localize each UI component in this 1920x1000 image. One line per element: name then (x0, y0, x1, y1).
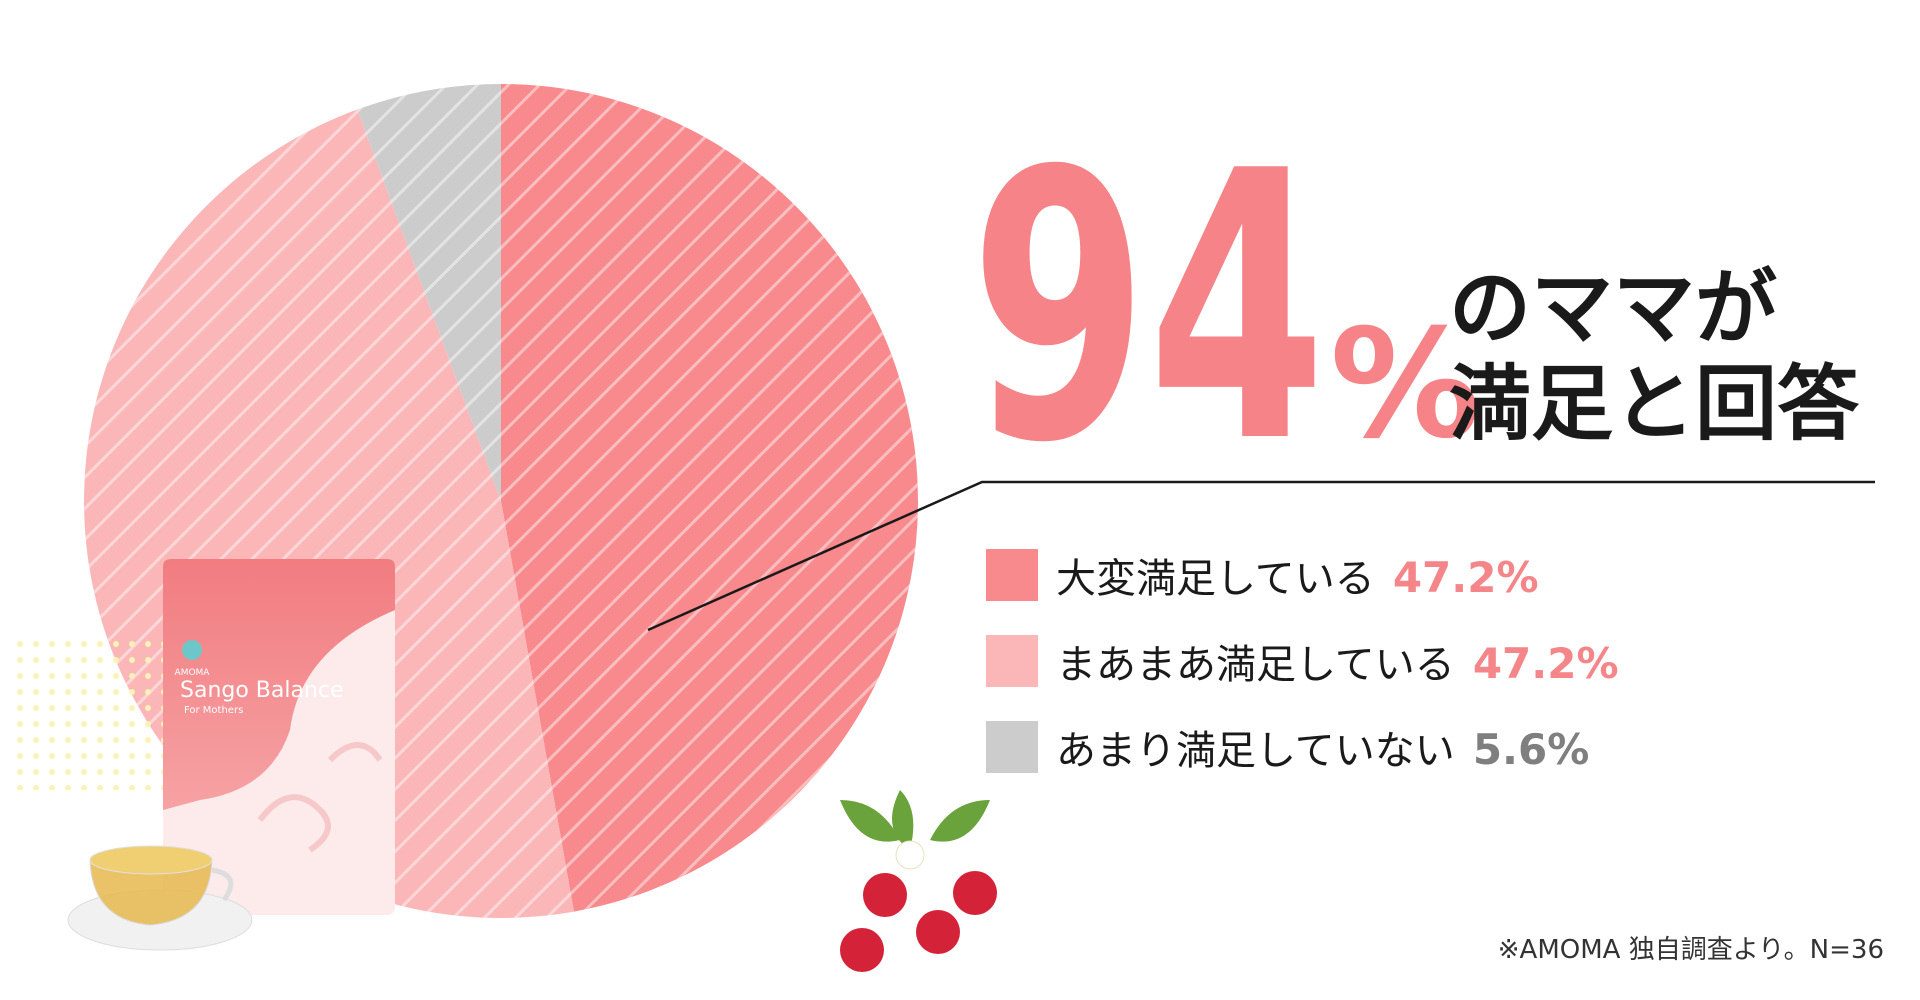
legend-swatch (986, 721, 1038, 773)
teacup (67, 845, 253, 951)
legend-label: あまり満足していない (1056, 728, 1455, 774)
callout-line (647, 480, 1875, 632)
headline-unit: % (1330, 298, 1480, 472)
product-tagline: For Mothers (184, 705, 243, 716)
legend-label: 大変満足している (1056, 556, 1375, 602)
value-label: 5.6% (1473, 725, 1589, 774)
headline-number: 94 (970, 94, 1326, 524)
legend-swatch (986, 549, 1038, 601)
headline-line2: 満足と回答 (1449, 357, 1860, 452)
legend: 大変満足している 47.2% まあまあ満足している 47.2% あまり満足していない 5.… (986, 549, 1619, 774)
footnote: ※AMOMA 独自調査より。N=36 (1498, 935, 1884, 965)
value-label: 47.2% (1473, 639, 1619, 688)
raspberries (840, 790, 997, 972)
headline-line1: のママが (1449, 261, 1777, 356)
legend-swatch (986, 635, 1038, 687)
product-pouch: AMOMA Sango Balance For Mothers (163, 559, 395, 915)
product-name: Sango Balance (180, 678, 344, 703)
legend-label: まあまあ満足している (1056, 642, 1455, 688)
product-brand: AMOMA (175, 668, 211, 678)
value-label: 47.2% (1393, 553, 1539, 602)
